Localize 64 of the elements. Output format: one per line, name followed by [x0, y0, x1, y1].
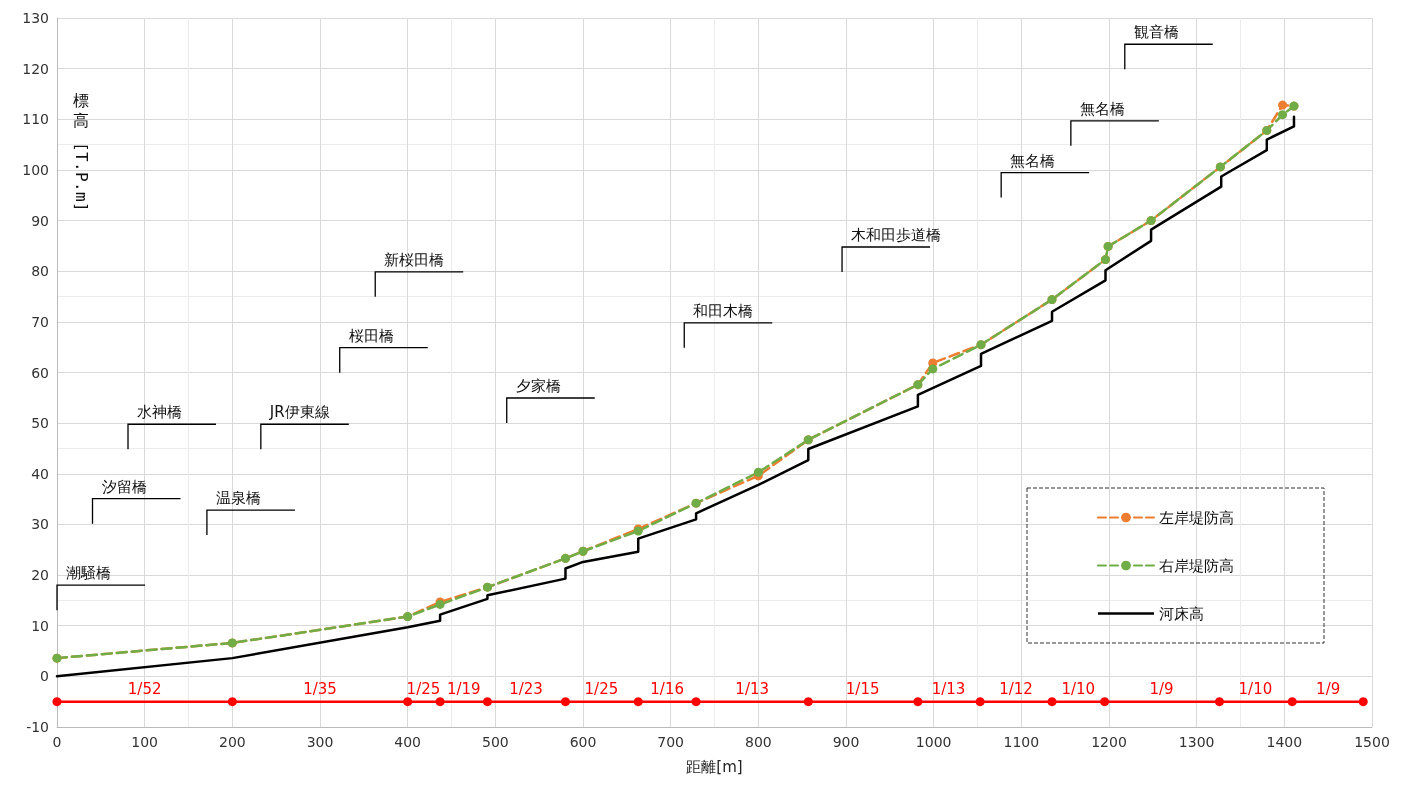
- annotation: 1/25: [584, 679, 619, 698]
- x-tick-label: 1200: [1091, 734, 1127, 750]
- annotation: 夕家橋: [515, 377, 561, 396]
- y-tick-label: 50: [31, 415, 49, 432]
- annotation: 1/52: [127, 679, 162, 698]
- y-tick-label: 80: [31, 263, 49, 280]
- x-tick-label: 0: [52, 734, 62, 750]
- annotation: 1/15: [845, 679, 880, 698]
- annotation: 1/10: [1238, 679, 1273, 698]
- text: 標高 [T.P.m]: [72, 91, 91, 212]
- annotation: 無名橋: [1010, 151, 1056, 170]
- x-tick-label: 600: [569, 734, 597, 750]
- annotation: 1/19: [446, 679, 481, 698]
- annotation: 1/12: [999, 679, 1033, 698]
- annotation: 水神橋: [137, 403, 183, 422]
- x-tick-label: 400: [394, 734, 422, 750]
- y-tick-label: 40: [31, 465, 49, 482]
- x-tick-label: 1000: [915, 734, 952, 750]
- y-tick-label: 10: [31, 617, 49, 634]
- annotation: 温泉橋: [215, 489, 261, 508]
- annotation: 1/10: [1061, 679, 1096, 698]
- x-tick-label: 1100: [1003, 734, 1040, 750]
- annotation: 無名橋: [1079, 99, 1125, 118]
- y-tick-label: 110: [22, 111, 49, 128]
- x-tick-label: 1500: [1354, 734, 1390, 750]
- x-tick-label: 1400: [1266, 734, 1303, 750]
- x-tick-label: 800: [744, 734, 772, 750]
- y-tick-label: 100: [22, 161, 49, 178]
- x-tick-label: 500: [481, 734, 509, 750]
- x-tick-label: 700: [657, 734, 685, 750]
- x-tick-label: 100: [131, 734, 159, 750]
- legend-label: 左岸堤防高: [1159, 508, 1234, 527]
- y-tick-label: 0: [40, 668, 49, 685]
- annotation: 桜田橋: [348, 326, 394, 345]
- y-tick-label: 60: [31, 364, 49, 381]
- annotation: 1/9: [1149, 679, 1174, 698]
- annotation: 1/16: [650, 679, 684, 698]
- y-tick-label: 20: [31, 567, 49, 584]
- annotation: 和田木橋: [693, 301, 754, 320]
- y-tick-label: 130: [22, 10, 49, 26]
- annotation: 1/13: [931, 679, 966, 698]
- y-tick-label: 70: [31, 313, 49, 330]
- annotation: 木和田歩道橋: [851, 226, 942, 245]
- x-tick-label: 1300: [1178, 734, 1215, 750]
- annotation: 新桜田橋: [384, 250, 445, 269]
- annotation: 1/23: [509, 679, 543, 698]
- x-tick-label: 300: [306, 734, 334, 750]
- annotation: JR伊東線: [268, 403, 330, 422]
- annotation: 1/9: [1316, 679, 1341, 698]
- y-tick-label: -10: [26, 719, 49, 735]
- legend-label: 右岸堤防高: [1159, 556, 1234, 575]
- x-tick-label: 900: [832, 734, 860, 750]
- annotation: 1/35: [303, 679, 337, 698]
- annotation: 汐留橋: [101, 477, 147, 496]
- y-tick-label: 120: [22, 60, 49, 77]
- x-axis-title: 距離[m]: [686, 757, 743, 776]
- y-tick-label: 30: [31, 516, 49, 533]
- legend-label: 河床高: [1159, 604, 1204, 623]
- annotation: 1/13: [735, 679, 770, 698]
- x-tick-label: 200: [218, 734, 246, 750]
- y-tick-label: 90: [31, 212, 49, 229]
- annotation: 潮騒橋: [66, 564, 111, 583]
- annotation: 観音橋: [1133, 23, 1179, 42]
- annotation: 1/25: [406, 679, 441, 698]
